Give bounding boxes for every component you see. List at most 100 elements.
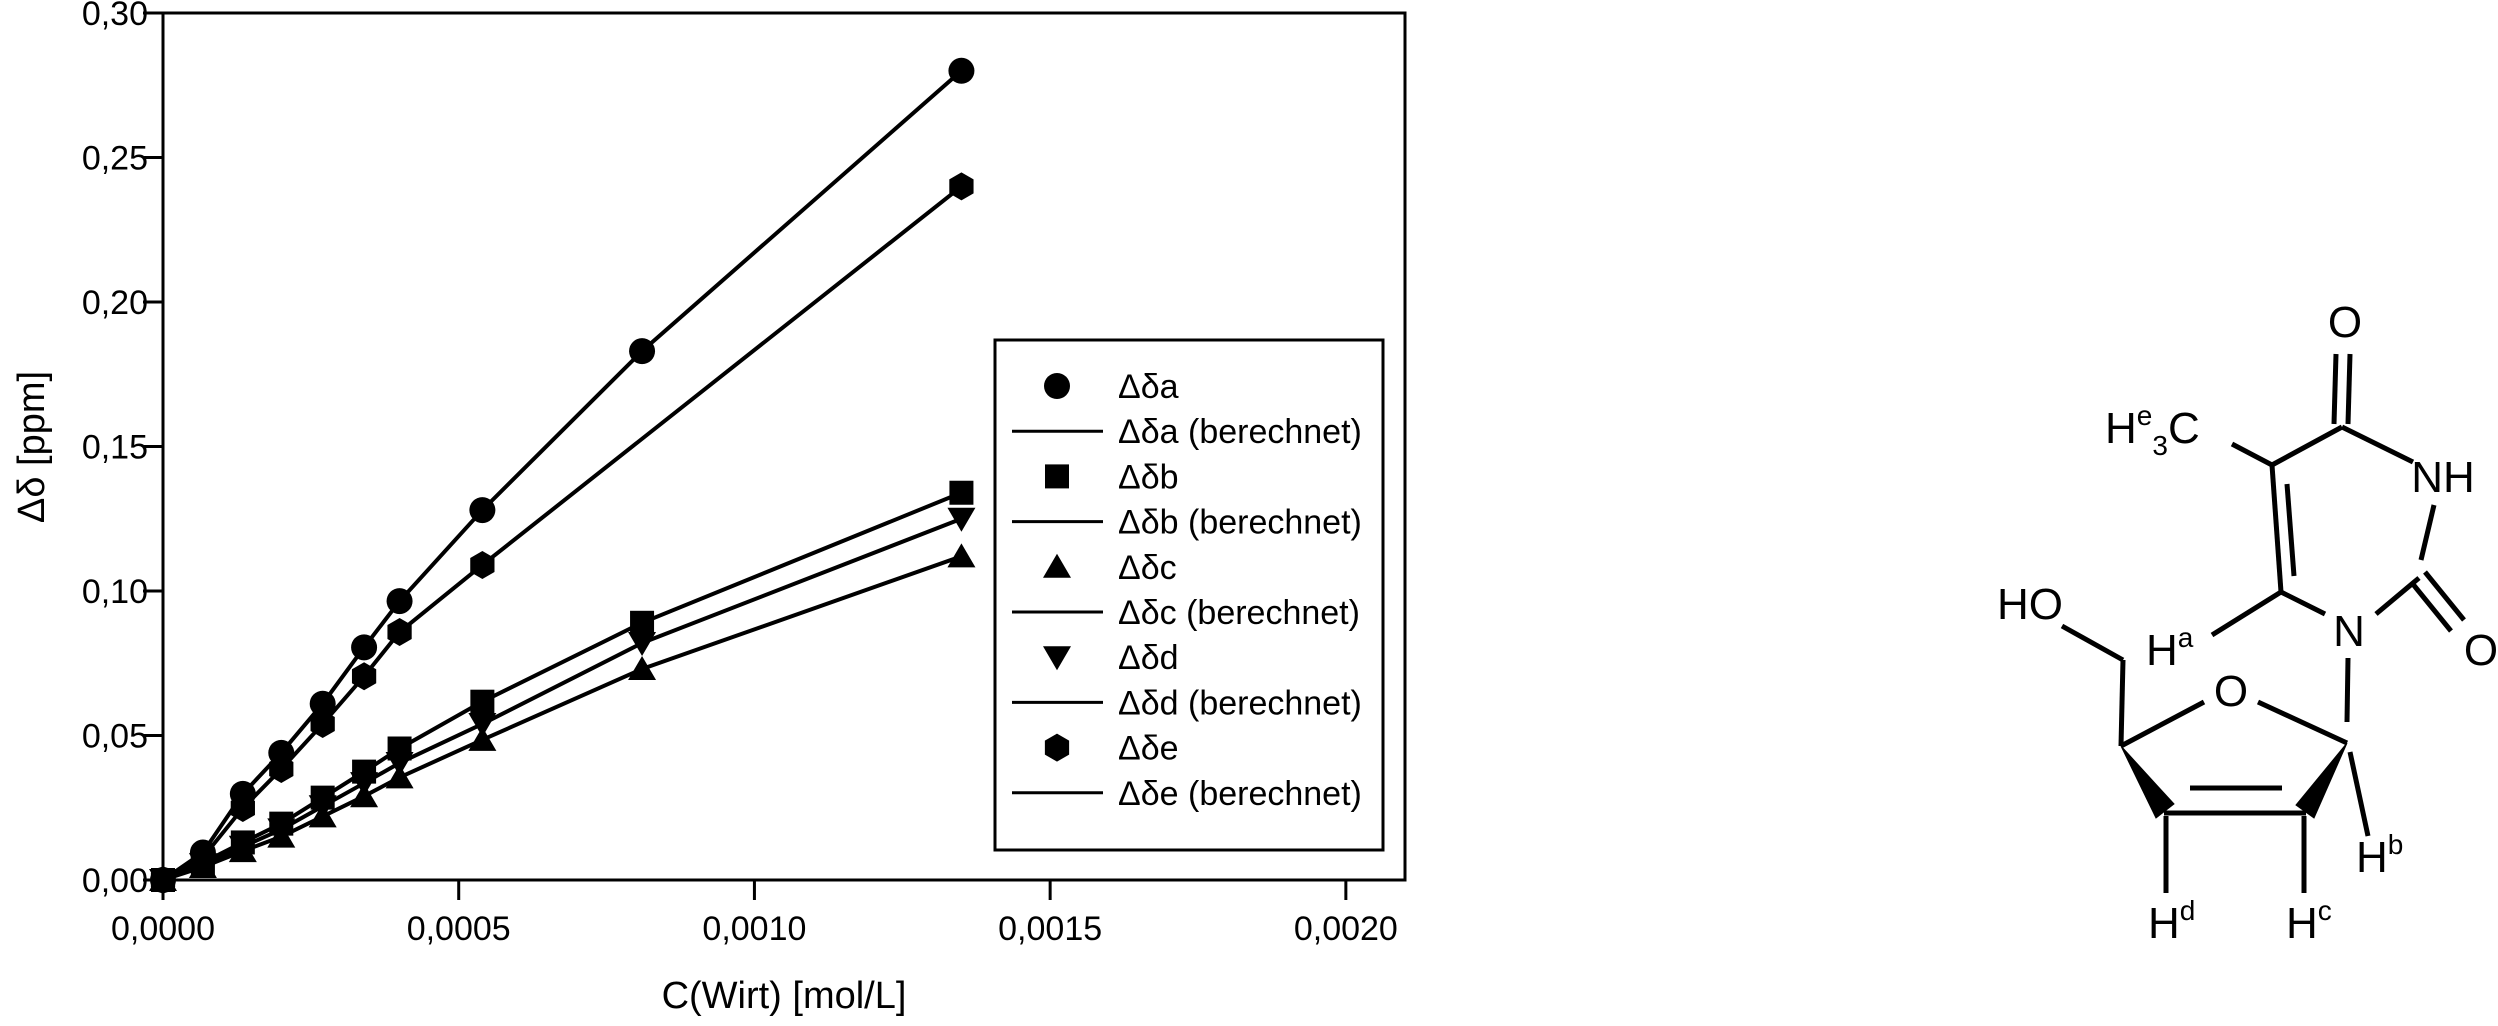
y-tick-label: 0,20 [82,284,148,322]
ddc-data-point [468,726,497,751]
ring-o-label: O [2214,667,2248,716]
ddd-data-point [385,751,414,776]
legend-marker-ddb [1045,464,1069,489]
dde-data-point [949,172,974,201]
methyl-sup-e: e [2137,400,2153,431]
legend-label-dda: Δδa [1118,368,1179,406]
bond-o-c1p [2256,699,2349,746]
y-tick-label: 0,10 [82,573,148,611]
ddd-data-point [947,507,976,532]
legend-box [993,338,1385,852]
ha-sup: a [2178,622,2194,653]
y-axis-title: Δδ [ppm] [11,371,53,523]
ddc-fit-line [162,554,963,882]
bond-ho-ch2 [2060,623,2125,663]
ddb-data-point [949,480,974,505]
ddc-data-point [947,543,976,568]
bond-c6-ha [2210,589,2283,638]
legend-marker-dde [1044,733,1070,762]
series-ddb [162,490,963,882]
bond-c2-o-double-1 [2423,570,2466,622]
y-tick-label: 0,05 [82,718,148,756]
hb-sup: b [2388,829,2404,860]
ddd-fit-line [162,516,963,882]
hd-sup: d [2180,895,2196,926]
bond-c4-o-double-1 [2331,353,2339,425]
ddb-data-point [470,689,495,714]
bond-c4-n3 [2340,424,2415,465]
dda-data-point [386,588,413,615]
hc-label: Hc [2286,895,2332,948]
y-tick-label: 0,30 [82,0,148,33]
dde-data-point [150,866,176,894]
bond-c2-o-double-2 [2410,581,2453,633]
legend-label-ddc: Δδc [1118,549,1177,587]
x-tick-label: 0,0020 [1294,910,1398,948]
dda-data-point [351,634,378,661]
legend-marker-ddc [1043,553,1071,578]
wedge-c1p-c2p [2295,742,2348,819]
y-tick-label: 0,15 [82,429,148,467]
methyl-sub-3: 3 [2152,430,2168,461]
legend-fit-label-ddb: Δδb (berechnet) [1118,504,1362,542]
ddd-data-point [308,795,337,820]
ddd-data-point [267,818,296,843]
hd-label: Hd [2148,895,2195,948]
molecule-structure: He3C O NH O N Ha HO O Hb Hc Hd [1997,298,2498,948]
carbonyl-o4-label: O [2328,298,2362,347]
titration-chart: 0,0000 0,0005 0,0010 0,0015 0,0020 0,00 0,05 0,… [11,0,1407,1017]
x-tick-label: 0,0010 [702,910,806,948]
bond-c6-c5 [2269,464,2284,593]
methyl-group-label: He3C [2105,400,2200,461]
hydroxyl-label: HO [1997,580,2063,629]
dde-data-point [470,550,495,579]
bond-c5-c6-double-inner [2284,483,2297,577]
legend-label-ddd: Δδd [1118,639,1179,677]
legend-label-dde: Δδe [1118,730,1179,768]
dde-data-point [230,794,255,823]
dda-data-point [469,497,496,524]
ddd-data-point [350,772,379,797]
legend-fit-label-ddc: Δδc (berechnet) [1118,594,1360,632]
data-series-layer [149,57,976,894]
dda-fit-line [161,69,963,882]
y-tick-label: 0,00 [82,862,148,900]
ddd-data-point [628,632,657,657]
axis-ticks: 0,0000 0,0005 0,0010 0,0015 0,0020 0,00 0,05 0,… [82,0,1398,948]
legend-marker-dda [1044,373,1070,399]
dde-data-point [351,662,377,691]
hc-h: H [2286,899,2318,948]
x-tick-label: 0,0000 [111,910,215,948]
bond-n1-c1p [2344,657,2351,723]
dda-data-point [629,338,656,365]
n3h-label: NH [2411,453,2475,502]
x-tick-label: 0,0015 [998,910,1102,948]
hb-h: H [2356,833,2388,882]
hd-h: H [2148,899,2180,948]
dda-data-point [948,57,975,84]
ddb-data-point [630,610,655,635]
ddb-fit-line [162,490,963,882]
dde-data-point [269,755,294,784]
legend-fit-label-dda: Δδa (berechnet) [1118,413,1362,451]
ha-h: H [2146,626,2178,675]
bond-c1p-hb [2347,751,2371,837]
wedge-c4p-c3p [2120,745,2175,819]
n1-label: N [2333,607,2365,656]
hb-label: Hb [2356,829,2403,882]
dde-data-point [190,843,216,872]
series-ddc [162,554,963,882]
legend-label-ddb: Δδb [1118,458,1179,496]
ddc-data-point [628,656,657,681]
bond-n1-c6 [2279,589,2327,617]
hc-sup: c [2318,895,2332,926]
ddd-data-point [468,712,497,737]
bond-c5-methyl [2230,441,2274,468]
y-tick-label: 0,25 [82,140,148,178]
carbonyl-o2-label: O [2464,626,2498,675]
legend-fit-label-dde: Δδe (berechnet) [1118,775,1362,813]
dde-data-point [310,709,335,738]
x-axis-title: C(Wirt) [mol/L] [662,975,907,1017]
